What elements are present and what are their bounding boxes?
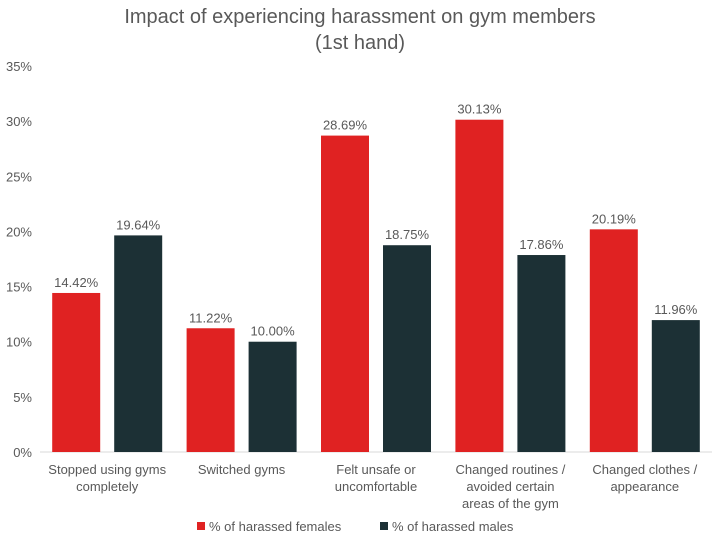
x-category-label: appearance	[610, 479, 679, 494]
data-label: 20.19%	[592, 211, 637, 226]
x-category-label: Stopped using gyms	[48, 462, 166, 477]
data-label: 30.13%	[457, 102, 502, 117]
bar	[651, 320, 700, 452]
x-category-label: uncomfortable	[335, 479, 417, 494]
y-tick-label: 30%	[6, 114, 32, 129]
x-category-label: areas of the gym	[462, 496, 559, 511]
x-category-label: Felt unsafe or	[336, 462, 416, 477]
legend-label: % of harassed males	[392, 519, 514, 534]
bar	[589, 229, 638, 452]
bar	[321, 135, 369, 453]
x-category-label: avoided certain	[466, 479, 554, 494]
bar	[383, 245, 431, 452]
chart-title-line-1: Impact of experiencing harassment on gym…	[124, 6, 596, 28]
bar	[114, 235, 163, 452]
bar	[186, 328, 235, 452]
y-tick-label: 5%	[13, 390, 32, 405]
chart-title-line-2: (1st hand)	[314, 32, 406, 54]
legend-swatch	[380, 522, 388, 530]
x-category-label: completely	[76, 479, 139, 494]
y-tick-label: 15%	[6, 280, 32, 295]
data-label: 28.69%	[323, 118, 368, 133]
data-label: 11.96%	[654, 302, 698, 317]
y-tick-label: 35%	[6, 59, 32, 74]
y-tick-label: 25%	[6, 169, 32, 184]
bar	[517, 255, 566, 452]
legend-swatch	[197, 522, 205, 530]
bar	[248, 341, 297, 452]
x-category-label: Changed clothes /	[592, 462, 697, 477]
y-tick-label: 10%	[6, 335, 32, 350]
bar	[455, 119, 504, 453]
bar	[52, 292, 101, 452]
legend-label: % of harassed females	[209, 519, 342, 534]
y-tick-label: 0%	[13, 445, 32, 460]
x-category-label: Changed routines /	[455, 462, 565, 477]
chart-title: Impact of experiencing harassment on gym…	[0, 4, 720, 56]
data-label: 18.75%	[385, 227, 430, 242]
x-category-label: Switched gyms	[198, 462, 286, 477]
data-label: 19.64%	[116, 217, 161, 232]
data-label: 10.00%	[251, 324, 296, 339]
y-tick-label: 20%	[6, 224, 32, 239]
data-label: 17.86%	[519, 237, 564, 252]
data-label: 14.42%	[54, 275, 99, 290]
data-label: 11.22%	[189, 310, 233, 325]
